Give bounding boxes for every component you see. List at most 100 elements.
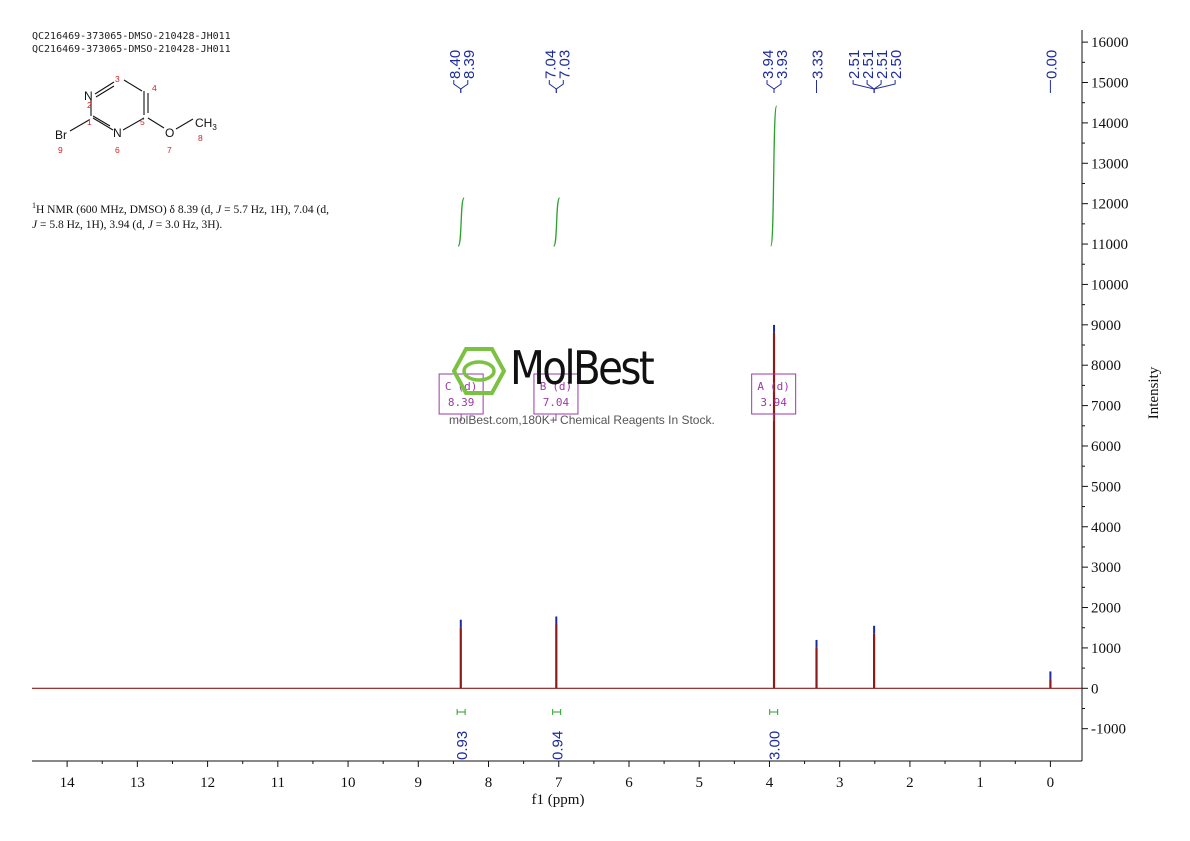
y-tick-label: 7000 bbox=[1091, 399, 1121, 415]
y-tick-label: 0 bbox=[1091, 681, 1099, 697]
nmr-text-2: = 5.7 Hz, 1H), 7.04 (d, bbox=[221, 203, 329, 216]
y-tick-label: 8000 bbox=[1091, 358, 1121, 374]
x-tick-label: 13 bbox=[130, 775, 145, 791]
atom-br: Br bbox=[55, 128, 67, 142]
y-axis-label: Intensity bbox=[1146, 366, 1162, 419]
integral-curve bbox=[770, 105, 778, 247]
watermark-title: MolBest bbox=[510, 341, 655, 395]
peak-connector bbox=[453, 80, 462, 93]
atom-n6: N bbox=[113, 126, 122, 140]
multiplet-shift: 8.39 bbox=[448, 396, 475, 409]
peak-shift-label: 7.03 bbox=[556, 50, 573, 79]
multiplet-type: (d) bbox=[552, 380, 572, 393]
y-tick-label: 2000 bbox=[1091, 601, 1121, 617]
peak-shift-label: 8.40 bbox=[447, 50, 464, 79]
peak-labels: 8.408.39 7.047.03 3.943.93 3.33 2.512.512.51… bbox=[447, 50, 1060, 93]
chemical-structure: N Br N O CH3 3 4 2 1 5 8 9 6 7 bbox=[55, 74, 217, 155]
nmr-j-2: J bbox=[32, 218, 38, 231]
x-tick-label: 2 bbox=[906, 775, 914, 791]
multiplet-letter: A bbox=[757, 380, 764, 393]
x-tick-label: 11 bbox=[271, 775, 285, 791]
peak-connector bbox=[766, 80, 775, 93]
nmr-description: 1H NMR (600 MHz, DMSO) δ 8.39 (d, J = 5.… bbox=[32, 198, 412, 233]
integral-value: 0.94 bbox=[550, 731, 567, 760]
multiplet-label: B (d) bbox=[540, 380, 573, 393]
multiplet-shift: 3.94 bbox=[760, 396, 787, 409]
multiplet-letter: C bbox=[445, 380, 452, 393]
peak-connector bbox=[548, 80, 557, 93]
y-tick-label: 9000 bbox=[1091, 318, 1121, 334]
peak-shift-label: 8.39 bbox=[461, 50, 478, 79]
peak-shift-label: 2.51 bbox=[846, 50, 863, 79]
peak-shift-label: 2.50 bbox=[888, 50, 905, 79]
nmr-text-4: = 3.0 Hz, 3H). bbox=[152, 218, 223, 231]
atom-ch3: CH3 bbox=[195, 116, 217, 132]
nmr-sup: 1 bbox=[32, 201, 36, 210]
integral-curve bbox=[553, 197, 561, 247]
peak-connector bbox=[773, 80, 782, 93]
peak-shift-label: 2.51 bbox=[860, 50, 877, 79]
molbest-logo-icon bbox=[452, 347, 506, 395]
x-tick-label: 3 bbox=[836, 775, 844, 791]
peak-shift-label: 3.93 bbox=[774, 50, 791, 79]
multiplet-type: (d) bbox=[770, 380, 790, 393]
x-tick-label: 12 bbox=[200, 775, 215, 791]
peak-shift-label: 0.00 bbox=[1043, 50, 1060, 79]
multiplet-shift: 7.04 bbox=[543, 396, 570, 409]
integral-value: 0.93 bbox=[454, 731, 471, 760]
x-tick-label: 9 bbox=[415, 775, 423, 791]
y-tick-label: 11000 bbox=[1091, 237, 1128, 253]
peak-connector bbox=[555, 80, 564, 93]
multiplet-letter: B bbox=[540, 380, 547, 393]
integral-curve bbox=[457, 197, 465, 247]
y-tick-label: 6000 bbox=[1091, 439, 1121, 455]
nmr-text-3: = 5.8 Hz, 1H), 3.94 (d, bbox=[37, 218, 148, 231]
integral-value: 3.00 bbox=[767, 731, 784, 760]
x-axis-label: f1 (ppm) bbox=[532, 792, 585, 808]
nmr-j-1: J bbox=[216, 203, 222, 216]
peak-connector bbox=[873, 80, 896, 93]
peak-connector bbox=[866, 80, 875, 93]
multiplet-label: A (d) bbox=[757, 380, 790, 393]
y-tick-label: 4000 bbox=[1091, 520, 1121, 536]
peak-shift-label: 3.33 bbox=[810, 50, 827, 79]
atom-o: O bbox=[165, 126, 174, 140]
x-tick-label: 10 bbox=[341, 775, 356, 791]
atom-number-2: 2 bbox=[87, 100, 92, 110]
y-tick-label: 16000 bbox=[1091, 35, 1129, 51]
y-tick-label: 13000 bbox=[1091, 156, 1129, 172]
y-tick-label: 5000 bbox=[1091, 479, 1121, 495]
nmr-text-1: H NMR (600 MHz, DMSO) δ 8.39 (d, bbox=[36, 203, 217, 216]
x-tick-label: 14 bbox=[60, 775, 76, 791]
y-tick-label: -1000 bbox=[1091, 722, 1126, 738]
y-tick-label: 14000 bbox=[1091, 116, 1129, 132]
atom-number-8: 8 bbox=[198, 133, 203, 143]
x-tick-label: 6 bbox=[625, 775, 633, 791]
peak-shift-label: 2.51 bbox=[874, 50, 891, 79]
y-tick-label: 15000 bbox=[1091, 76, 1129, 92]
atom-number-6: 6 bbox=[115, 145, 120, 155]
peak-connector bbox=[873, 80, 882, 93]
atom-number-5: 5 bbox=[140, 117, 145, 127]
y-tick-label: 10000 bbox=[1091, 277, 1129, 293]
spectrum-layer bbox=[32, 324, 1082, 689]
atom-number-1: 1 bbox=[87, 117, 92, 127]
peak-shift-label: 3.94 bbox=[760, 50, 777, 79]
y-tick-label: 3000 bbox=[1091, 560, 1121, 576]
sample-id-line-2: QC216469-373065-DMSO-210428-JH011 bbox=[32, 44, 231, 55]
watermark-subtitle: molBest.com,180K+ Chemical Reagents In S… bbox=[449, 413, 715, 427]
atom-number-9: 9 bbox=[58, 145, 63, 155]
x-tick-label: 4 bbox=[766, 775, 774, 791]
y-tick-label: 12000 bbox=[1091, 197, 1129, 213]
atom-ch3-text: CH bbox=[195, 116, 212, 130]
y-axis-ticks: 1600015000140001300012000110001000090008… bbox=[1082, 35, 1129, 738]
x-axis-ticks: 14 13 12 11 10 9 8 7 6 5 4 3 2 1 0 bbox=[60, 761, 1054, 791]
atom-number-7: 7 bbox=[167, 145, 172, 155]
nmr-j-3: J bbox=[147, 218, 153, 231]
y-tick-label: 1000 bbox=[1091, 641, 1121, 657]
sample-id-line-1: QC216469-373065-DMSO-210428-JH011 bbox=[32, 31, 231, 42]
atom-ch3-sub: 3 bbox=[212, 123, 217, 132]
integral-labels: 0.93 0.94 3.00 bbox=[454, 709, 784, 760]
atom-number-4: 4 bbox=[152, 83, 157, 93]
